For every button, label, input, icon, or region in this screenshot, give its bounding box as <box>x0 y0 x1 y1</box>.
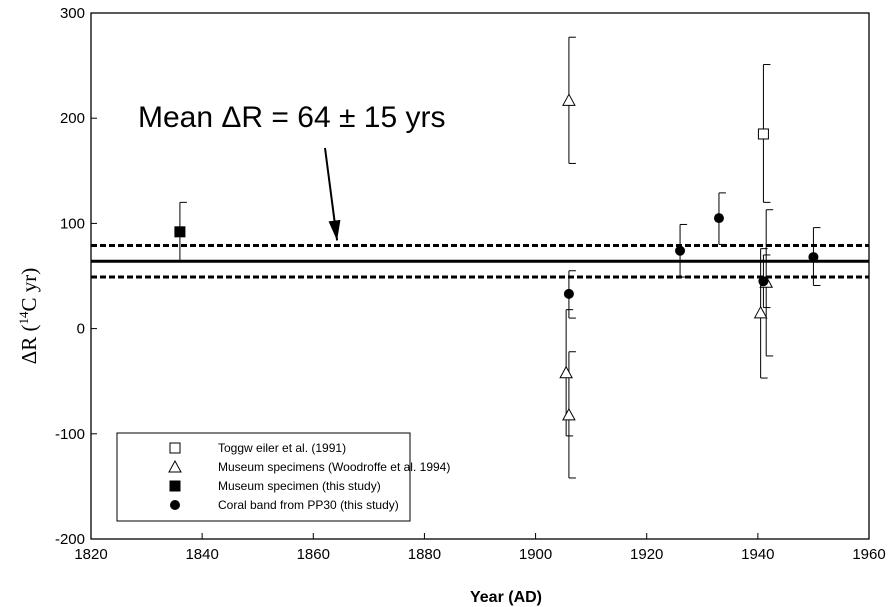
x-axis-title: Year (AD) <box>470 589 542 606</box>
plot-frame <box>90 12 870 540</box>
legend-marker-0 <box>169 442 181 454</box>
tick-labels: 1820 1840 1860 1880 1900 1920 1940 1960 -200 -100… <box>55 5 886 563</box>
arrow-head <box>328 219 341 241</box>
x-tick-label: 1880 <box>408 546 441 563</box>
point-series-3 <box>675 245 686 256</box>
y-tick-label: -200 <box>55 531 85 548</box>
y-axis-title-tail: C yr) <box>17 268 41 312</box>
legend-label-2: Museum specimen (this study) <box>218 479 381 493</box>
x-tick-label: 1920 <box>630 546 663 563</box>
point-series-3 <box>758 276 769 287</box>
legend-label-3: Coral band from PP30 (this study) <box>218 498 399 512</box>
legend-label-1: Museum specimens (Woodroffe et al. 1994) <box>218 460 450 474</box>
y-axis-title-sup: 14 <box>16 311 31 325</box>
reference-lines <box>91 243 869 279</box>
legend-marker-2 <box>169 480 181 492</box>
point-series-3 <box>713 213 724 224</box>
legend: Toggw eiler et al. (1991) Museum specimen… <box>116 432 450 522</box>
x-tick-label: 1940 <box>741 546 774 563</box>
point-series-1 <box>559 365 573 379</box>
x-tick-label: 1860 <box>297 546 330 563</box>
y-axis-title-main: ΔR ( <box>17 324 41 364</box>
legend-marker-1 <box>168 459 182 473</box>
y-tick-label: -100 <box>55 426 85 443</box>
y-tick-label: 0 <box>77 321 85 338</box>
legend-box <box>116 432 411 522</box>
y-tick-label: 300 <box>60 5 85 22</box>
mean-annotation: Mean ΔR = 64 ± 15 yrs <box>138 101 445 134</box>
y-axis-title: ΔR (14C yr) <box>16 268 41 365</box>
legend-label-0: Toggw eiler et al. (1991) <box>218 441 346 455</box>
legend-marker-3 <box>170 500 180 510</box>
x-tick-label: 1820 <box>74 546 107 563</box>
point-series-3 <box>563 288 574 299</box>
annotation-arrow <box>324 147 341 241</box>
x-tick-label: 1900 <box>519 546 552 563</box>
point-series-0 <box>757 128 769 140</box>
point-series-1 <box>562 93 576 106</box>
x-tick-label: 1960 <box>852 546 885 563</box>
point-series-1 <box>562 407 576 421</box>
y-tick-label: 200 <box>60 110 85 127</box>
data-points <box>174 93 819 421</box>
axis-ticks <box>90 12 870 540</box>
y-tick-label: 100 <box>60 215 85 232</box>
x-tick-label: 1840 <box>185 546 218 563</box>
point-series-3 <box>808 252 819 263</box>
point-series-1 <box>753 305 768 319</box>
point-series-2 <box>174 226 186 238</box>
